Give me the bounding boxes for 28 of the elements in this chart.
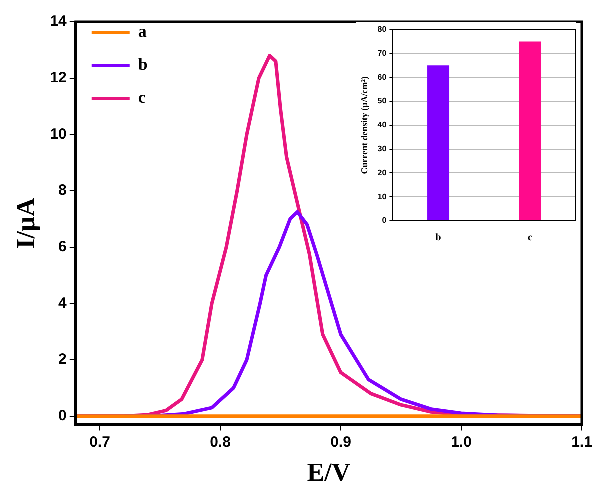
y-tick-label: 80 bbox=[378, 25, 388, 34]
y-tick-label: 14 bbox=[50, 13, 68, 30]
y-tick-label: 6 bbox=[58, 238, 67, 256]
y-tick-label: 12 bbox=[50, 69, 67, 86]
y-axis-title: I/μA bbox=[11, 198, 40, 249]
y-tick-label: 10 bbox=[378, 192, 388, 202]
y-tick-label: 2 bbox=[58, 351, 67, 368]
y-tick-label: 50 bbox=[378, 96, 388, 106]
y-tick-label: 60 bbox=[378, 72, 388, 82]
x-tick-label: 0.8 bbox=[210, 434, 231, 451]
y-tick-label: 20 bbox=[378, 168, 388, 178]
legend-label: b bbox=[138, 54, 148, 74]
y-tick-label: 70 bbox=[378, 48, 388, 58]
x-tick-label: 0.9 bbox=[330, 434, 352, 451]
y-tick-label: 40 bbox=[378, 120, 388, 130]
y-axis-title: Current density (μA/cm²) bbox=[360, 76, 370, 174]
x-axis-title: E/V bbox=[307, 458, 351, 488]
y-tick-label: 4 bbox=[58, 294, 68, 312]
y-tick-label: 8 bbox=[58, 182, 67, 200]
y-tick-label: 0 bbox=[382, 216, 388, 226]
x-tick-label: 0.7 bbox=[90, 434, 110, 451]
y-tick-label: 30 bbox=[378, 144, 388, 154]
x-tick-label: 1.1 bbox=[572, 434, 592, 451]
x-tick-label: 1.0 bbox=[451, 434, 472, 451]
y-tick-label: 0 bbox=[58, 407, 67, 424]
y-tick-label: 10 bbox=[50, 126, 67, 143]
legend-label: a bbox=[138, 22, 148, 41]
legend-label: c bbox=[138, 88, 146, 107]
